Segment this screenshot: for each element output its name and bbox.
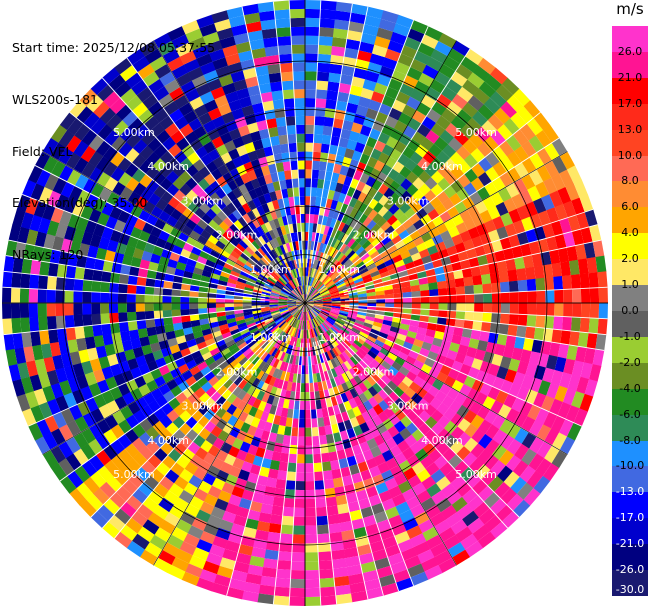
- colorbar-segment: [612, 259, 648, 286]
- range-ring-label: 3.00km: [182, 400, 224, 413]
- colorbar-tick-label: 1.0: [621, 278, 639, 292]
- colorbar-segment: [612, 26, 648, 53]
- range-ring-label: 4.00km: [421, 434, 463, 447]
- colorbar-segment: [612, 233, 648, 260]
- nrays-text: NRays: 120: [12, 246, 84, 262]
- azimuth-spoke: [153, 40, 306, 304]
- colorbar-tick-label: 17.0: [617, 96, 643, 110]
- range-ring-label: 5.00km: [455, 468, 497, 481]
- colorbar-segment: [612, 570, 648, 597]
- azimuth-spoke: [42, 151, 306, 304]
- range-ring-label: 1.00km: [318, 331, 360, 344]
- elevation-text: Elevation(deg): 35.00: [12, 195, 148, 211]
- azimuth-spoke: [304, 302, 568, 455]
- colorbar-tick-label: 26.0: [617, 44, 643, 58]
- colorbar-segment: [612, 311, 648, 338]
- colorbar-tick-label: 2.0: [621, 252, 639, 266]
- azimuth-spoke: [304, 151, 568, 304]
- colorbar-tick-label: 4.0: [621, 226, 639, 240]
- colorbar-segment: [612, 103, 648, 131]
- colorbar-segment: [612, 414, 648, 442]
- azimuth-spoke: [42, 302, 306, 455]
- azimuth-spoke: [304, 40, 457, 304]
- start-time-text: Start time: 2025/12/08 05:37:55: [12, 40, 216, 56]
- range-ring-label: 1.00km: [318, 263, 360, 276]
- colorbar-tick-label: 8.0: [621, 174, 639, 188]
- colorbar-tick-label: 21.0: [617, 70, 643, 84]
- field-text: Field: VEL: [12, 143, 73, 159]
- colorbar-tick-label: 0.0: [621, 304, 639, 317]
- range-ring-label: 3.00km: [387, 400, 429, 413]
- colorbar-segment: [612, 518, 648, 545]
- scan-info-block: Start time: 2025/12/08 05:37:55 WLS200s-…: [12, 5, 215, 280]
- colorbar-tick-label: -26.0: [615, 563, 645, 577]
- colorbar-segment: [612, 492, 648, 519]
- radial-velocity-gates: [2, 0, 608, 606]
- colorbar-segment: [612, 207, 648, 234]
- colorbar-segment: [612, 362, 648, 390]
- colorbar-tick-label: 6.0: [621, 200, 639, 214]
- range-ring-label: 2.00km: [216, 229, 258, 242]
- colorbar-tick-label: -1.0: [619, 329, 641, 343]
- colorbar-tick-label: -4.0: [619, 381, 641, 395]
- range-ring-label: 2.00km: [216, 365, 258, 378]
- colorbar-segment: [612, 51, 648, 79]
- colorbar-segment: [612, 129, 648, 157]
- ppi-scan-plot: 1.00km 2.00km 3.00km 4.00km 5.00km 1.00km 2.00…: [2, 0, 608, 606]
- colorbar-unit-label: m/s: [616, 0, 644, 18]
- range-rings: [2, 0, 608, 606]
- range-ring-label: 1.00km: [250, 263, 292, 276]
- range-ring-label: 3.00km: [387, 194, 429, 207]
- range-ring-label: 2.00km: [353, 229, 395, 242]
- azimuth-spoke: [304, 302, 457, 566]
- colorbar-segment: [612, 155, 648, 182]
- range-ring-label: 1.00km: [250, 331, 292, 344]
- colorbar-segment: [612, 440, 648, 467]
- azimuth-spoke: [153, 302, 306, 566]
- colorbar-tick-label: 13.0: [617, 122, 643, 136]
- colorbar-segment: [612, 285, 648, 312]
- colorbar-tick-label: -17.0: [615, 511, 645, 525]
- range-ring-label: 3.00km: [182, 194, 224, 207]
- range-ring-label: 5.00km: [113, 468, 155, 481]
- range-ring-label: 5.00km: [113, 126, 155, 139]
- colorbar-tick-label: 10.0: [617, 148, 643, 162]
- colorbar-tick-label: -13.0: [615, 485, 645, 499]
- instrument-name-text: WLS200s-181: [12, 92, 98, 108]
- range-ring-label: 5.00km: [455, 126, 497, 139]
- colorbar-tick-label: -10.0: [615, 459, 645, 473]
- colorbar-tick-label: -30.0: [615, 583, 645, 596]
- colorbar-segment: [612, 181, 648, 208]
- colorbar-tick-label: -6.0: [619, 407, 641, 421]
- range-ring-label: 2.00km: [353, 365, 395, 378]
- range-ring-label: 4.00km: [147, 434, 189, 447]
- colorbar-segment: [612, 336, 648, 364]
- colorbar-tick-label: -2.0: [619, 355, 641, 369]
- range-ring-label: 4.00km: [147, 160, 189, 173]
- colorbar-segment: [612, 388, 648, 416]
- colorbar-segment: [612, 77, 648, 105]
- colorbar-tick-label: -21.0: [615, 537, 645, 551]
- colorbar-tick-label: -8.0: [619, 433, 641, 447]
- range-ring-label: 4.00km: [421, 160, 463, 173]
- colorbar-segment: [612, 544, 648, 571]
- colorbar-segment: [612, 466, 648, 493]
- velocity-colorbar: 26.0 21.0 17.0 13.0 10.0 8.0 6.0 4.0 2.0 1.0 0.0 -1…: [612, 26, 648, 597]
